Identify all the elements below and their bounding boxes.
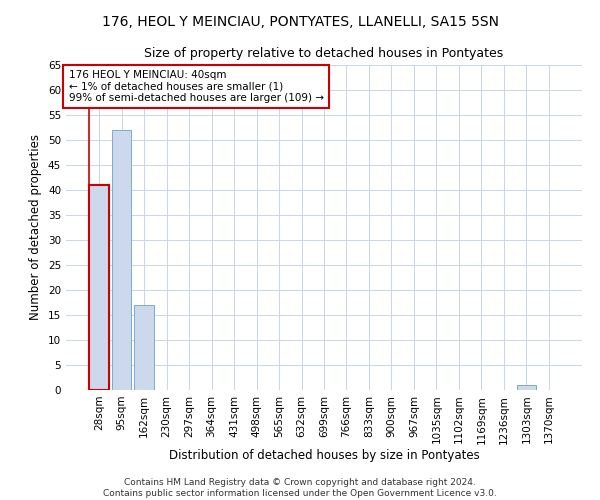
Bar: [134, 305, 154, 390]
Text: 176, HEOL Y MEINCIAU, PONTYATES, LLANELLI, SA15 5SN: 176, HEOL Y MEINCIAU, PONTYATES, LLANELL…: [101, 15, 499, 29]
Title: Size of property relative to detached houses in Pontyates: Size of property relative to detached ho…: [145, 46, 503, 60]
X-axis label: Distribution of detached houses by size in Pontyates: Distribution of detached houses by size …: [169, 449, 479, 462]
Text: Contains HM Land Registry data © Crown copyright and database right 2024.
Contai: Contains HM Land Registry data © Crown c…: [103, 478, 497, 498]
Text: 176 HEOL Y MEINCIAU: 40sqm
← 1% of detached houses are smaller (1)
99% of semi-d: 176 HEOL Y MEINCIAU: 40sqm ← 1% of detac…: [68, 70, 323, 103]
Bar: [517, 385, 536, 390]
Y-axis label: Number of detached properties: Number of detached properties: [29, 134, 43, 320]
Bar: [112, 130, 131, 390]
Bar: [89, 185, 109, 390]
